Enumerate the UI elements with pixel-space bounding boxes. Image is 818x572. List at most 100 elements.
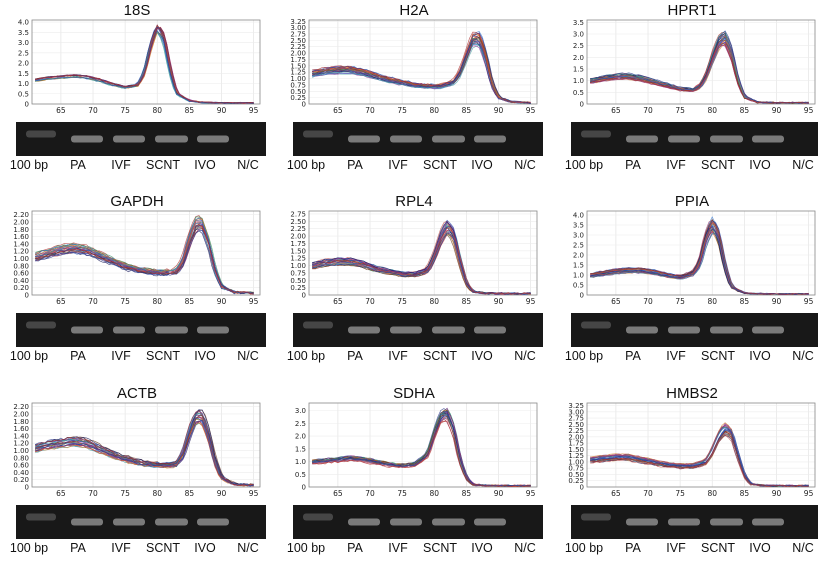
x-tick-label: 95 (804, 489, 814, 498)
x-tick-label: 65 (333, 489, 343, 498)
x-tick-label: 80 (429, 297, 439, 306)
y-tick-label: 0.20 (13, 284, 29, 292)
lane-label: IVO (471, 349, 493, 363)
panel-18s: 18S 0 0.5 1.0 1.5 2.0 2.5 3.0 3.5 4.0 65 70 75 80 85 90… (8, 2, 266, 189)
x-tick-label: 70 (643, 297, 653, 306)
y-tick-label: 1.20 (13, 248, 29, 256)
melt-curve-line (312, 409, 531, 487)
melt-curve-line (35, 415, 254, 487)
lane-label: IVF (388, 541, 408, 555)
chart-title: HPRT1 (667, 2, 717, 19)
chart-title: RPL4 (395, 193, 433, 210)
x-tick-label: 80 (707, 297, 717, 306)
gel-band (197, 518, 229, 526)
gel-band (113, 518, 145, 526)
y-tick-label: 0 (25, 292, 29, 300)
chart-title: ACTB (116, 385, 157, 402)
lane-label: IVO (471, 541, 493, 555)
gel-band (348, 326, 380, 334)
melt-curve-line (590, 39, 809, 104)
y-tick-label: 3.0 (295, 407, 306, 415)
y-tick-label: 1.50 (568, 446, 584, 454)
x-tick-label: 95 (526, 297, 536, 306)
y-tick-label: 4.0 (18, 19, 29, 27)
gel-image (293, 313, 543, 347)
melt-curve-line (590, 33, 809, 104)
lane-label: SCNT (145, 158, 181, 172)
y-tick-label: 0 (302, 484, 306, 492)
melt-curve-line (590, 428, 809, 487)
y-tick-label: 2.75 (568, 415, 584, 423)
y-tick-label: 2.50 (290, 218, 306, 226)
gel-band (113, 135, 145, 143)
melt-curve-line (312, 31, 531, 104)
x-tick-label: 90 (217, 297, 227, 306)
y-tick-label: 1.0 (573, 272, 584, 280)
x-tick-label: 65 (56, 106, 66, 115)
y-tick-label: 0.40 (13, 277, 29, 285)
chart-title: 18S (123, 2, 151, 19)
y-tick-label: 3.0 (573, 232, 584, 240)
gel-band (432, 135, 465, 143)
panel-h2a: H2A 0 0.25 0.50 0.75 1.00 1.25 1.50 1.75 2.00 2.25… (285, 2, 543, 189)
lane-labels: 100 bp PA IVF SCNT IVO N/C (285, 157, 543, 173)
y-tick-label: 0.50 (290, 88, 306, 96)
y-tick-label: 3.00 (290, 24, 306, 32)
y-tick-label: 2.25 (568, 427, 584, 435)
x-tick-label: 95 (249, 489, 259, 498)
y-tick-label: 1.00 (290, 262, 306, 270)
x-tick-label: 90 (217, 106, 227, 115)
x-tick-label: 65 (56, 489, 66, 498)
y-tick-label: 0 (302, 292, 306, 300)
gel-band (26, 513, 56, 521)
melt-curve-line (590, 43, 809, 104)
lane-label: SCNT (422, 541, 458, 555)
gel-band (710, 326, 743, 334)
melt-curve-line (312, 227, 531, 295)
y-tick-label: 1.40 (13, 432, 29, 440)
melt-curve-line (590, 37, 809, 104)
lane-labels: 100 bp PA IVF SCNT IVO N/C (563, 157, 818, 173)
gel-band (348, 518, 380, 526)
lane-label: IVO (194, 541, 216, 555)
melt-curve-plot: 00.200.400.600.801.001.201.401.601.802.0… (13, 402, 261, 498)
lane-label: PA (70, 541, 86, 555)
y-tick-label: 1.00 (568, 458, 584, 466)
y-tick-label: 2.25 (290, 43, 306, 51)
gel-image (16, 122, 266, 156)
lane-label: N/C (237, 158, 259, 172)
y-tick-label: 3.25 (290, 18, 306, 26)
melt-curve-line (35, 24, 254, 104)
y-tick-label: 1.00 (290, 75, 306, 83)
x-tick-label: 70 (365, 489, 375, 498)
y-tick-label: 4.0 (573, 212, 584, 220)
x-tick-label: 65 (333, 297, 343, 306)
melt-curve-line (312, 418, 531, 487)
melt-curve-line (35, 24, 254, 104)
melt-curve-plot: 00.200.400.600.801.001.201.401.601.802.0… (13, 210, 261, 306)
gel-band (710, 135, 743, 143)
y-tick-label: 1.5 (295, 445, 306, 453)
lane-label: SCNT (145, 541, 181, 555)
lane-labels: 100 bp PA IVF SCNT IVO N/C (8, 348, 266, 364)
lane-label: PA (625, 349, 641, 363)
melt-curve-line (35, 25, 254, 104)
y-tick-label: 2.00 (290, 50, 306, 58)
y-tick-label: 0.75 (568, 465, 584, 473)
y-tick-label: 0.5 (573, 89, 584, 97)
y-tick-label: 1.60 (13, 233, 29, 241)
melt-curve-plot: 00.250.500.751.001.251.501.752.002.252.5… (290, 18, 538, 115)
y-tick-label: 1.20 (13, 440, 29, 448)
x-tick-label: 70 (643, 106, 653, 115)
x-tick-label: 80 (707, 489, 717, 498)
plot-frame (308, 19, 538, 105)
y-tick-label: 3.0 (18, 39, 29, 47)
lane-label: SCNT (422, 158, 458, 172)
lane-label: 100 bp (9, 158, 49, 172)
x-tick-label: 75 (397, 297, 407, 306)
x-tick-label: 95 (526, 106, 536, 115)
x-tick-label: 80 (152, 106, 162, 115)
y-tick-label: 1.75 (568, 440, 584, 448)
gel-band (668, 518, 700, 526)
lane-label: N/C (514, 158, 536, 172)
